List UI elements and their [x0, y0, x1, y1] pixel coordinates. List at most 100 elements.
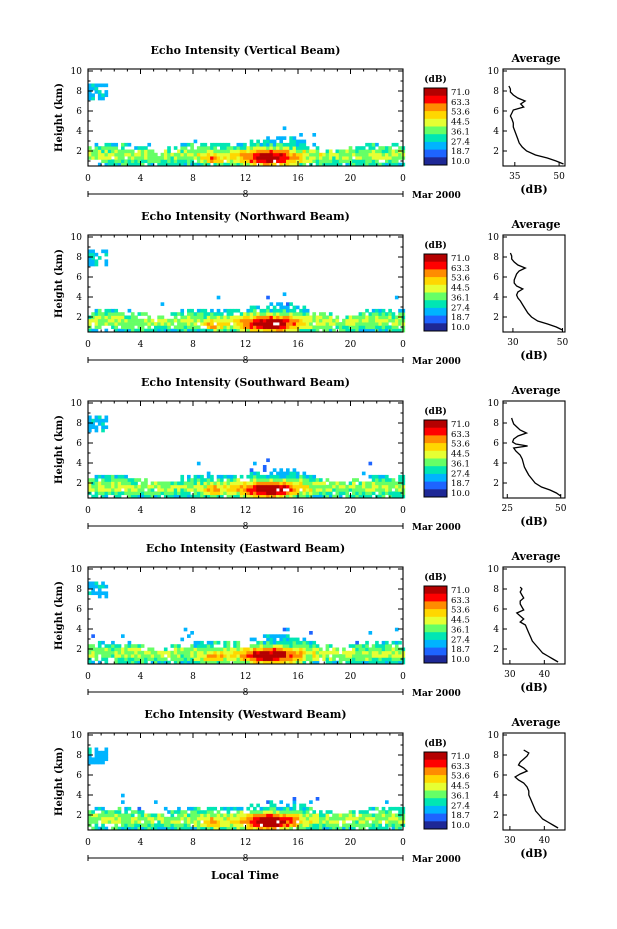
- profile-x-label: (dB): [520, 349, 547, 362]
- echo-cell: [200, 318, 204, 323]
- echo-cell: [173, 312, 178, 316]
- echo-cell: [216, 159, 221, 164]
- echo-cell: [368, 159, 373, 164]
- echo-cell: [332, 816, 336, 821]
- echo-cell: [173, 325, 178, 330]
- echo-cell: [338, 657, 343, 662]
- echo-cell: [385, 488, 389, 492]
- echo-cell: [259, 494, 264, 499]
- echo-cell: [88, 810, 92, 814]
- echo-cell: [94, 823, 99, 828]
- echo-cell: [94, 252, 99, 257]
- echo-cell: [259, 308, 264, 313]
- echo-cell: [130, 318, 135, 323]
- echo-cell: [193, 491, 198, 496]
- echo-cell: [312, 159, 317, 164]
- echo-cell: [256, 322, 260, 326]
- echo-cell: [196, 149, 201, 154]
- echo-cell: [137, 322, 142, 326]
- echo-cell: [388, 149, 392, 154]
- echo-cell: [286, 305, 290, 310]
- echo-cell: [147, 328, 152, 333]
- y-tick-label: 6: [76, 439, 82, 449]
- echo-cell: [289, 810, 293, 814]
- echo-cell: [391, 826, 396, 831]
- echo-cell: [127, 488, 132, 492]
- echo-cell: [358, 146, 363, 150]
- echo-cell: [295, 647, 300, 652]
- echo-cell: [97, 754, 102, 758]
- echo-cell: [124, 823, 128, 828]
- echo-cell: [160, 152, 165, 157]
- echo-cell: [371, 813, 376, 818]
- echo-cell: [328, 149, 333, 154]
- echo-cell: [345, 654, 350, 658]
- echo-cell: [286, 156, 290, 160]
- colorbar-swatch: [424, 624, 447, 633]
- echo-cell: [193, 481, 198, 486]
- echo-cell: [216, 494, 221, 499]
- echo-cell: [289, 471, 293, 476]
- echo-cell: [335, 488, 340, 492]
- profile-x-label: (dB): [520, 847, 547, 860]
- echo-cell: [117, 647, 122, 652]
- echo-cell: [104, 654, 109, 658]
- echo-cell: [394, 488, 399, 492]
- echo-cell: [302, 654, 307, 658]
- echo-cell: [375, 813, 379, 818]
- echo-cell: [276, 660, 280, 665]
- echo-cell: [299, 328, 303, 333]
- echo-cell: [170, 152, 175, 157]
- echo-cell: [378, 474, 383, 479]
- echo-cell: [137, 156, 142, 160]
- echo-cell: [299, 149, 303, 154]
- echo-cell: [163, 660, 168, 665]
- echo-cell: [233, 146, 237, 150]
- echo-cell: [361, 484, 366, 489]
- echo-cell: [289, 660, 293, 665]
- echo-cell: [183, 813, 188, 818]
- echo-cell: [140, 488, 145, 492]
- echo-cell: [117, 322, 122, 326]
- echo-cell: [144, 481, 148, 486]
- y-axis-label: Height (km): [54, 83, 65, 152]
- echo-cell: [272, 647, 277, 652]
- echo-cell: [322, 816, 326, 821]
- echo-cell: [226, 152, 231, 157]
- profile-x-label: (dB): [520, 183, 547, 196]
- echo-cell: [121, 650, 125, 655]
- echo-cell: [239, 315, 244, 320]
- echo-cell: [200, 657, 204, 662]
- echo-cell: [276, 634, 280, 638]
- echo-cell: [203, 481, 208, 486]
- echo-cell: [203, 484, 208, 489]
- echo-cell: [272, 823, 277, 828]
- echo-cell: [183, 810, 188, 814]
- echo-cell: [309, 823, 313, 828]
- echo-cell: [223, 315, 227, 320]
- echo-cell: [385, 484, 389, 489]
- echo-cell: [97, 594, 102, 599]
- echo-cell: [101, 754, 105, 758]
- echo-cell: [328, 481, 333, 486]
- echo-cell: [147, 813, 152, 818]
- echo-cell: [104, 146, 109, 150]
- echo-cell: [97, 256, 102, 260]
- echo-cell: [124, 328, 128, 333]
- profile-y-tick-label: 6: [493, 439, 499, 449]
- echo-cell: [361, 156, 366, 160]
- colorbar-label: 10.0: [451, 323, 470, 333]
- echo-cell: [272, 156, 277, 160]
- echo-cell: [91, 647, 95, 652]
- echo-cell: [398, 820, 402, 824]
- echo-cell: [190, 650, 194, 655]
- echo-cell: [216, 654, 221, 658]
- echo-cell: [295, 640, 300, 645]
- echo-cell: [243, 488, 247, 492]
- echo-cell: [190, 142, 194, 147]
- echo-cell: [342, 820, 346, 824]
- echo-cell: [279, 657, 284, 662]
- echo-cell: [104, 584, 109, 589]
- echo-cell: [319, 325, 323, 330]
- echo-cell: [233, 159, 237, 164]
